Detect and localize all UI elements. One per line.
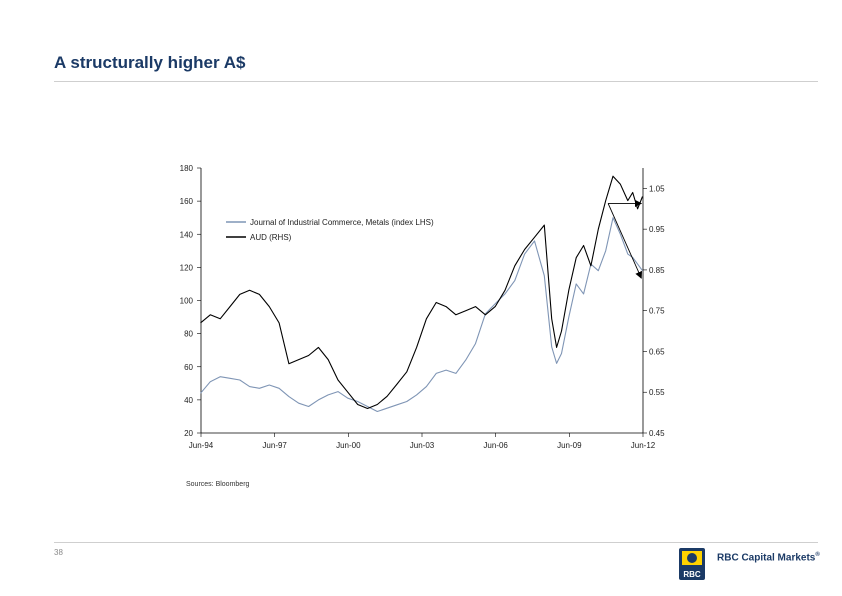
left-tick-label: 180: [180, 164, 194, 173]
left-tick-label: 40: [184, 396, 193, 405]
left-tick-label: 140: [180, 230, 194, 239]
left-tick-label: 20: [184, 429, 193, 438]
slide-title: A structurally higher A$: [54, 53, 246, 72]
x-tick-label: Jun-00: [336, 441, 361, 450]
x-tick-label: Jun-06: [483, 441, 508, 450]
footer-divider: [54, 542, 818, 543]
x-tick-label: Jun-09: [557, 441, 582, 450]
right-tick-label: 0.45: [649, 429, 665, 438]
left-tick-label: 80: [184, 330, 193, 339]
rbc-logo: RBC RBC Capital Markets®: [677, 546, 820, 582]
x-tick-label: Jun-12: [631, 441, 656, 450]
left-tick-label: 120: [180, 263, 194, 272]
right-tick-label: 0.85: [649, 266, 665, 275]
left-tick-label: 160: [180, 197, 194, 206]
metals-index-line: [200, 217, 643, 413]
right-tick-label: 0.95: [649, 225, 665, 234]
right-tick-label: 0.55: [649, 388, 665, 397]
x-tick-label: Jun-94: [189, 441, 214, 450]
title-divider: [54, 81, 818, 82]
brand-name: RBC Capital Markets®: [717, 552, 820, 564]
aud-line: [200, 175, 644, 410]
annotation-arrow: [607, 203, 643, 279]
legend-label: AUD (RHS): [250, 233, 292, 242]
x-tick-label: Jun-03: [410, 441, 435, 450]
legend-label: Journal of Industrial Commerce, Metals (…: [250, 218, 434, 227]
x-tick-label: Jun-97: [262, 441, 287, 450]
svg-text:RBC: RBC: [683, 570, 701, 579]
right-tick-label: 0.75: [649, 307, 665, 316]
left-tick-label: 100: [180, 297, 194, 306]
left-tick-label: 60: [184, 363, 193, 372]
right-tick-label: 0.65: [649, 347, 665, 356]
right-tick-label: 1.05: [649, 184, 665, 193]
source-note: Sources: Bloomberg: [186, 481, 250, 488]
rbc-shield-icon: RBC: [679, 548, 705, 580]
page-number: 38: [54, 548, 63, 557]
